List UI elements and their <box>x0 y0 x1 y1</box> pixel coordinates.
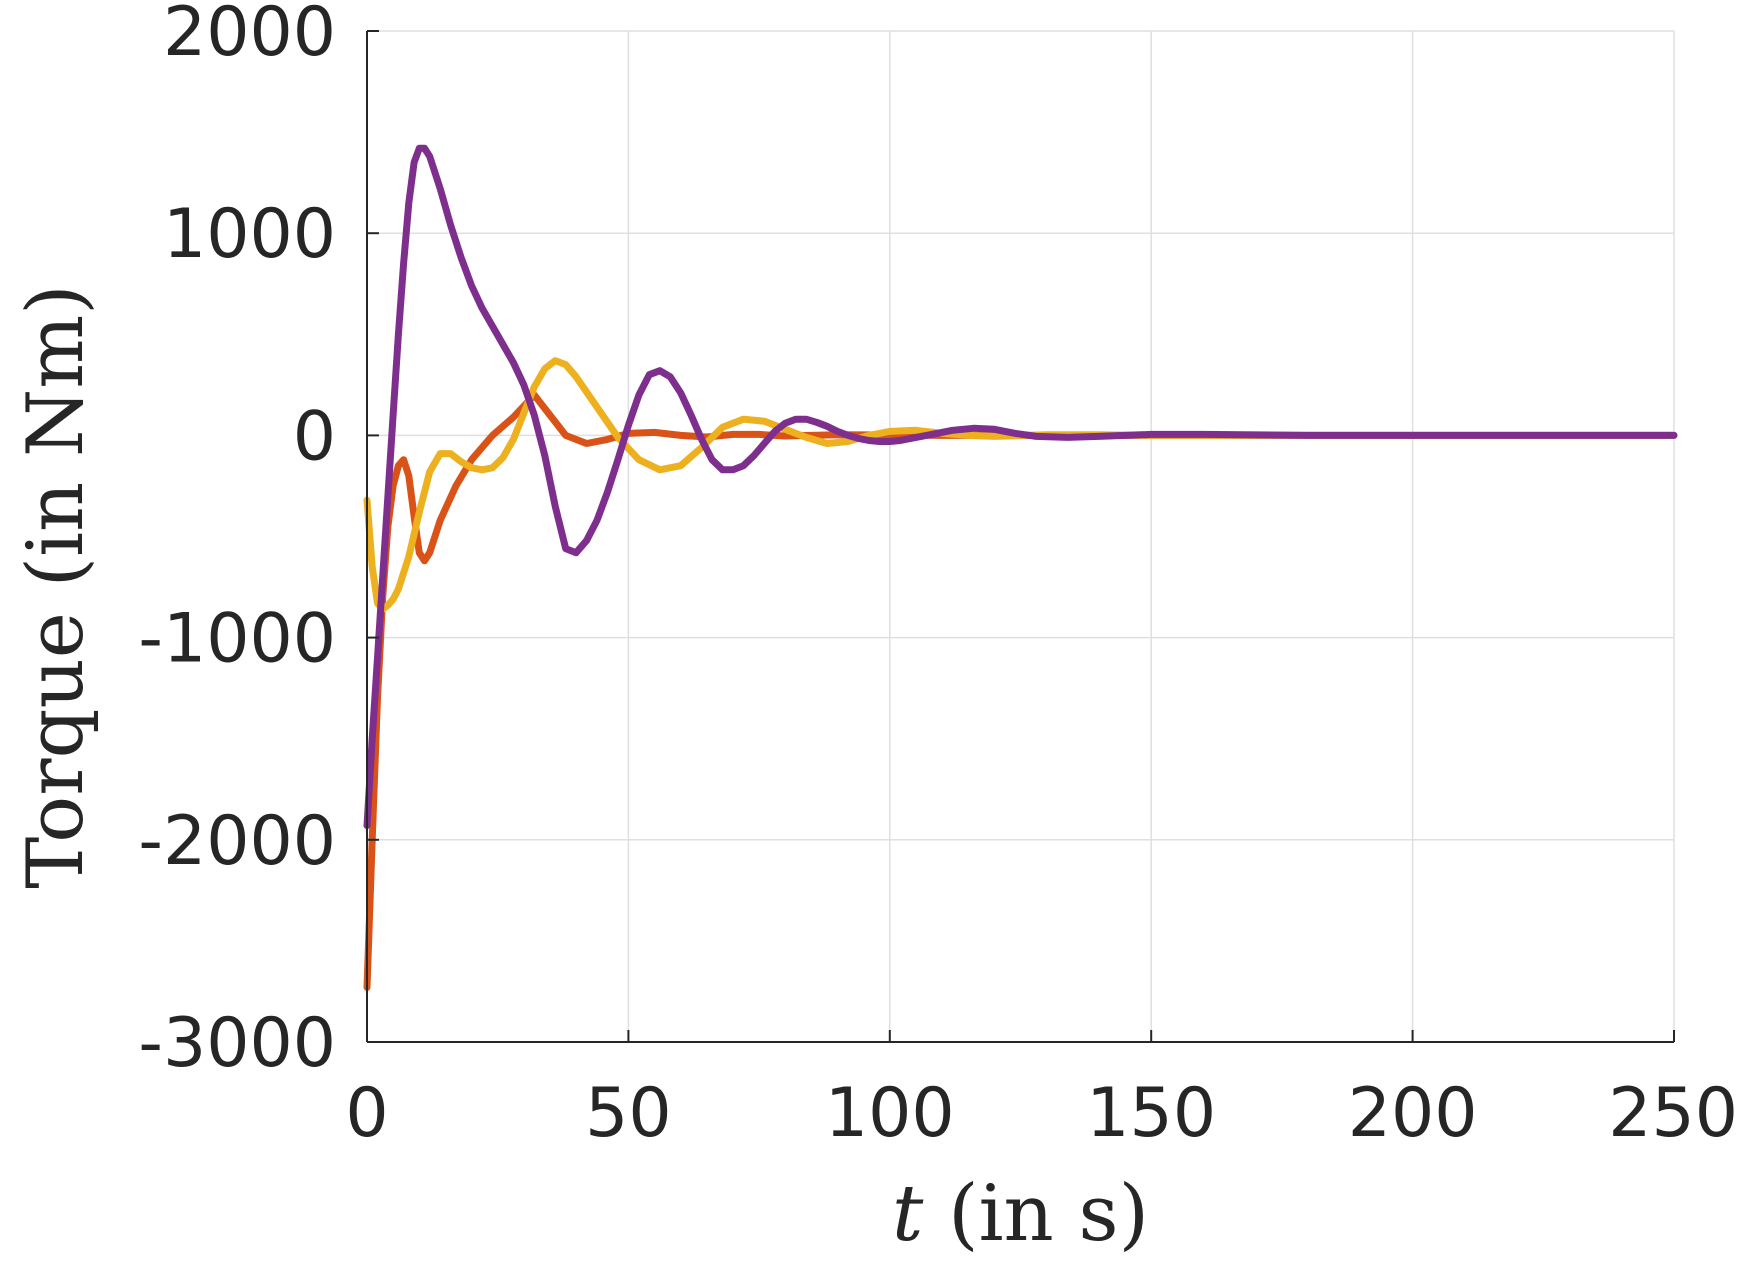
series-lines <box>363 144 1678 991</box>
x-tick-label: 150 <box>1086 1074 1216 1153</box>
x-tick-label: 50 <box>585 1074 672 1153</box>
y-tick-label: 2000 <box>163 0 336 72</box>
y-tick-label: -1000 <box>138 600 336 679</box>
y-tick-label: -3000 <box>138 1004 336 1083</box>
x-tick-label: 0 <box>345 1074 388 1153</box>
axes <box>366 30 1675 1043</box>
y-tick-label: 1000 <box>163 195 336 274</box>
y-tick-label: 0 <box>293 397 336 476</box>
x-tick-label: 250 <box>1608 1074 1738 1153</box>
x-axis-label-variable: t <box>892 1169 924 1259</box>
series-line-2 <box>363 357 1678 613</box>
series-line-1 <box>363 391 1678 991</box>
y-axis-label: Torque (in Nm) <box>11 284 101 888</box>
y-tick-label: -2000 <box>138 802 336 881</box>
x-axis-label-units: (in s) <box>923 1169 1149 1259</box>
tick-labels: 0 50 100 150 200 250 -3000 -2000 -1000 0 1000 2000 <box>138 0 1738 1153</box>
x-tick-label: 200 <box>1348 1074 1478 1153</box>
series-line-3 <box>363 144 1678 830</box>
x-axis-label: t (in s) <box>892 1169 1149 1259</box>
x-tick-label: 100 <box>825 1074 955 1153</box>
grid-lines <box>367 30 1675 1042</box>
